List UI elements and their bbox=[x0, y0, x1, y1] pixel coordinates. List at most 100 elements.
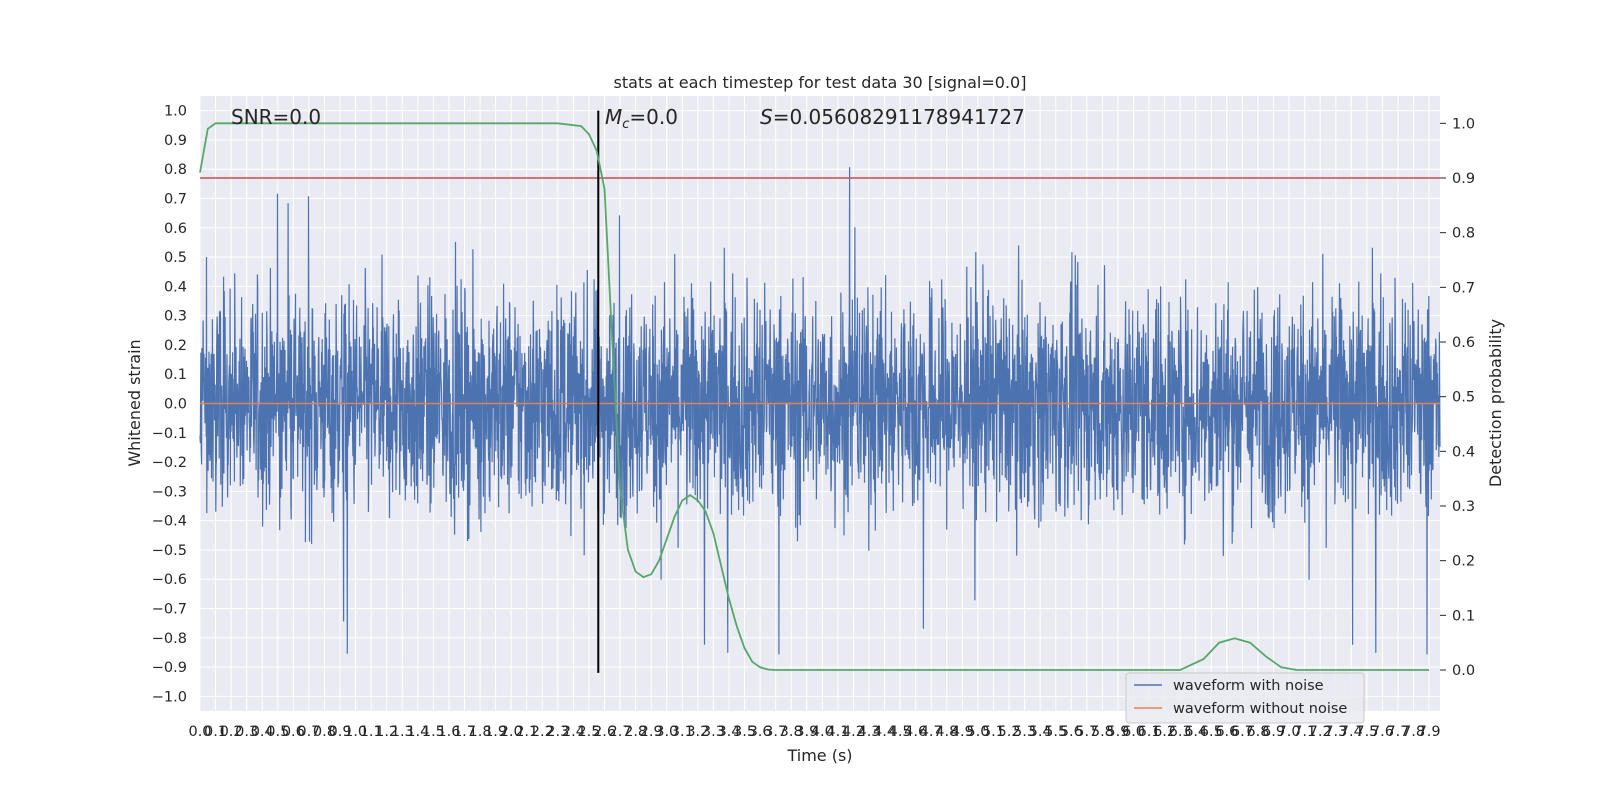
y-right-tick-label: 0.7 bbox=[1452, 280, 1475, 296]
y-tick-label: −0.4 bbox=[152, 514, 187, 530]
x-tick-label: 5.5 bbox=[1044, 724, 1067, 740]
x-tick-label: 4.5 bbox=[889, 724, 912, 740]
x-tick-label: 0.0 bbox=[188, 724, 211, 740]
y-tick-label: 0.8 bbox=[164, 162, 187, 178]
y-tick-label: −0.1 bbox=[152, 426, 187, 442]
x-tick-label: 4.7 bbox=[920, 724, 943, 740]
y-tick-label: 0.3 bbox=[164, 309, 187, 325]
x-axis-label: Time (s) bbox=[786, 746, 852, 765]
x-tick-label: 4.9 bbox=[951, 724, 974, 740]
x-tick-label: 7.6 bbox=[1371, 724, 1394, 740]
mc-annotation: Mc=0.0 bbox=[605, 105, 678, 132]
y-right-axis-label: Detection probability bbox=[1486, 319, 1505, 487]
x-tick-label: 0.6 bbox=[282, 724, 305, 740]
x-tick-label: 3.1 bbox=[671, 724, 694, 740]
x-tick-label: 0.5 bbox=[266, 724, 289, 740]
x-tick-label: 5.1 bbox=[982, 724, 1005, 740]
x-tick-label: 0.8 bbox=[313, 724, 336, 740]
x-tick-label: 1.2 bbox=[375, 724, 398, 740]
s-annotation: S=0.05608291178941727 bbox=[760, 105, 1025, 129]
y-axis-ticks: 1.0 0.9 0.8 0.7 0.6 0.5 0.4 0.3 0.2 0.1 0.0 −0.1 −0.… bbox=[152, 104, 187, 706]
detection-probability-line bbox=[199, 122, 1430, 671]
y-right-tick-label: 0.9 bbox=[1452, 171, 1475, 187]
y-tick-label: 0.7 bbox=[164, 192, 187, 208]
y-tick-label: −1.0 bbox=[152, 689, 187, 705]
y-right-tick-label: 0.5 bbox=[1452, 390, 1475, 406]
y-tick-label: −0.8 bbox=[152, 631, 187, 647]
x-tick-label: 3.2 bbox=[686, 724, 709, 740]
x-tick-label: 0.9 bbox=[328, 724, 351, 740]
x-tick-label: 4.1 bbox=[826, 724, 849, 740]
x-tick-label: 6.8 bbox=[1246, 724, 1269, 740]
y-tick-label: 1.0 bbox=[164, 104, 187, 120]
y-tick-label: 0.1 bbox=[164, 367, 187, 383]
x-tick-label: 2.1 bbox=[515, 724, 538, 740]
y-tick-label: 0.2 bbox=[164, 338, 187, 354]
x-tick-label: 0.4 bbox=[251, 724, 274, 740]
x-tick-label: 2.7 bbox=[609, 724, 632, 740]
y-right-tick-label: 0.8 bbox=[1452, 226, 1475, 242]
x-tick-label: 3.8 bbox=[780, 724, 803, 740]
x-tick-label: 0.7 bbox=[297, 724, 320, 740]
y-tick-label: 0.5 bbox=[164, 250, 187, 266]
x-tick-label: 6.0 bbox=[1122, 724, 1145, 740]
x-tick-label: 2.4 bbox=[562, 724, 585, 740]
chart-title: stats at each timestep for test data 30 … bbox=[614, 73, 1027, 92]
x-tick-label: 0.2 bbox=[220, 724, 243, 740]
x-tick-label: 5.9 bbox=[1106, 724, 1129, 740]
mc-subscript: c bbox=[622, 117, 629, 132]
x-tick-label: 1.7 bbox=[453, 724, 476, 740]
x-tick-label: 1.1 bbox=[360, 724, 383, 740]
s-symbol: S bbox=[760, 105, 773, 129]
y-tick-label: 0.0 bbox=[164, 397, 187, 413]
y-tick-label: −0.2 bbox=[152, 455, 187, 471]
y-tick-label: 0.4 bbox=[164, 279, 187, 295]
x-tick-label: 2.6 bbox=[593, 724, 616, 740]
series-detection-probability bbox=[199, 122, 1430, 671]
y-tick-label: −0.7 bbox=[152, 602, 187, 618]
x-tick-label: 1.4 bbox=[406, 724, 429, 740]
x-tick-label: 1.0 bbox=[344, 724, 367, 740]
x-tick-label: 6.6 bbox=[1215, 724, 1238, 740]
x-tick-label: 6.4 bbox=[1184, 724, 1207, 740]
x-tick-label: 5.6 bbox=[1060, 724, 1083, 740]
x-tick-label: 3.5 bbox=[733, 724, 756, 740]
x-tick-label: 3.3 bbox=[702, 724, 725, 740]
y-right-tick-label: 0.6 bbox=[1452, 335, 1475, 351]
x-tick-label: 3.9 bbox=[795, 724, 818, 740]
x-tick-label: 7.9 bbox=[1418, 724, 1441, 740]
mc-value: =0.0 bbox=[629, 105, 678, 129]
x-tick-label: 7.3 bbox=[1324, 724, 1347, 740]
x-tick-label: 6.5 bbox=[1200, 724, 1223, 740]
legend-label-noise: waveform with noise bbox=[1173, 678, 1324, 694]
x-tick-label: 2.8 bbox=[624, 724, 647, 740]
y-tick-label: −0.5 bbox=[152, 543, 187, 559]
x-tick-label: 2.2 bbox=[531, 724, 554, 740]
y-right-tick-label: 0.2 bbox=[1452, 554, 1475, 570]
x-tick-label: 3.0 bbox=[655, 724, 678, 740]
x-tick-label: 2.0 bbox=[500, 724, 523, 740]
x-tick-label: 0.1 bbox=[204, 724, 227, 740]
x-tick-label: 1.5 bbox=[422, 724, 445, 740]
x-tick-label: 1.8 bbox=[469, 724, 492, 740]
y-right-tick-label: 1.0 bbox=[1452, 116, 1475, 132]
x-tick-label: 4.0 bbox=[811, 724, 834, 740]
x-tick-label: 1.6 bbox=[437, 724, 460, 740]
x-tick-label: 6.1 bbox=[1138, 724, 1161, 740]
series-waveform-with-noise bbox=[199, 167, 1441, 655]
x-tick-label: 2.5 bbox=[577, 724, 600, 740]
x-tick-label: 7.7 bbox=[1386, 724, 1409, 740]
x-tick-label: 0.3 bbox=[235, 724, 258, 740]
x-tick-label: 5.2 bbox=[998, 724, 1021, 740]
x-tick-label: 4.6 bbox=[904, 724, 927, 740]
legend: waveform with noise waveform without noi… bbox=[1125, 672, 1365, 724]
x-tick-label: 5.7 bbox=[1075, 724, 1098, 740]
legend-label-clean: waveform without noise bbox=[1173, 701, 1347, 717]
y-tick-label: 0.6 bbox=[164, 221, 187, 237]
x-tick-label: 5.0 bbox=[966, 724, 989, 740]
x-tick-label: 7.1 bbox=[1293, 724, 1316, 740]
y-right-axis-ticks: 1.0 0.9 0.8 0.7 0.6 0.5 0.4 0.3 0.2 0.1 0.0 bbox=[1440, 116, 1475, 679]
x-tick-label: 1.9 bbox=[484, 724, 507, 740]
x-tick-label: 7.4 bbox=[1340, 724, 1363, 740]
